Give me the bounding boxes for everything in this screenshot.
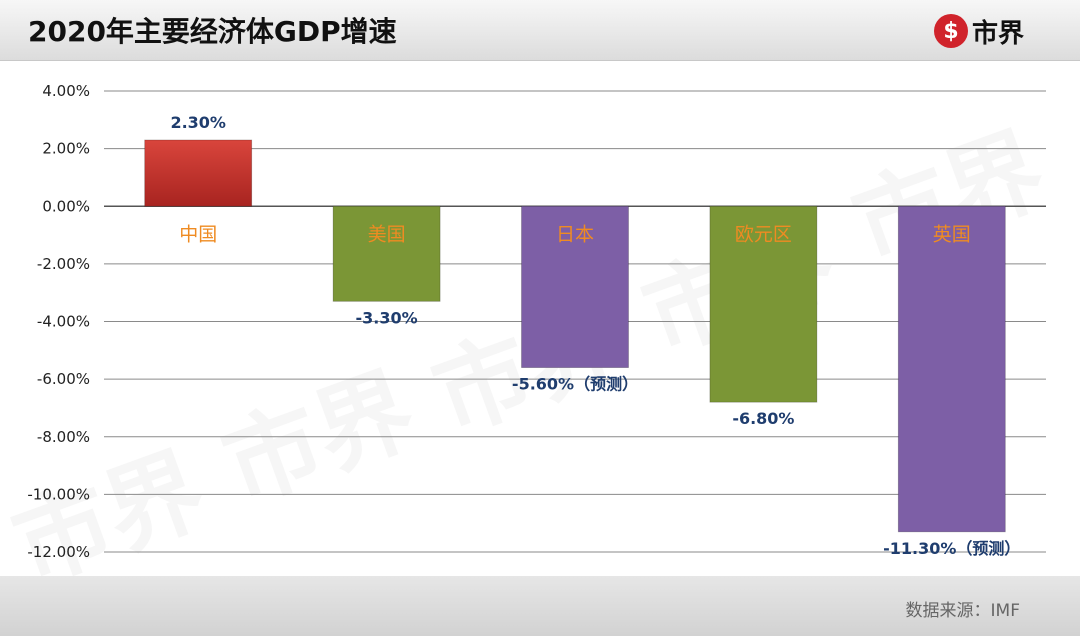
y-tick-label: -8.00% — [37, 428, 90, 446]
plot-area: 市界 市界 市界 市界 市界 4.00%2.00%0.00%-2.00%-4.0… — [0, 61, 1080, 576]
bar-0 — [144, 139, 253, 207]
bar-chart: 4.00% 2.00% 0.00% -2.00% -4.00% -6.00% -8.00% -… — [27, 82, 1046, 561]
category-label: 美国 — [368, 223, 406, 245]
data-label: -6.80% — [732, 409, 794, 428]
y-tick-label: 0.00% — [42, 197, 90, 215]
dollar-s-icon: $ — [933, 14, 968, 48]
data-label: -3.30% — [356, 308, 418, 327]
y-tick-label: -10.00% — [27, 485, 90, 503]
y-tick-label: -6.00% — [37, 370, 90, 388]
source-note: 数据来源：IMF — [905, 601, 1020, 621]
brand-logo-text: 市界 — [971, 18, 1024, 49]
y-tick-label: -12.00% — [27, 543, 90, 561]
bar-4 — [897, 205, 1006, 533]
data-label: -11.30%（预测） — [883, 539, 1020, 558]
footer-bar: 数据来源：IMF — [0, 576, 1080, 636]
y-tick-label: -4.00% — [37, 313, 90, 331]
category-label: 日本 — [556, 223, 594, 245]
bar-1 — [332, 205, 441, 302]
chart-title: 2020年主要经济体GDP增速 — [28, 15, 397, 48]
data-label: -5.60%（预测） — [512, 375, 638, 394]
category-label: 欧元区 — [735, 223, 792, 245]
y-tick-label: -2.00% — [37, 255, 90, 273]
y-tick-label: 2.00% — [42, 140, 90, 158]
category-label: 英国 — [933, 223, 971, 245]
data-label: 2.30% — [170, 113, 226, 132]
category-label: 中国 — [179, 223, 217, 245]
bar-2 — [521, 205, 629, 369]
brand-logo: $ 市界 — [933, 13, 1024, 49]
y-tick-label: 4.00% — [42, 82, 90, 100]
header-bar: 2020年主要经济体GDP增速 $ 市界 — [0, 0, 1080, 61]
bar-3 — [709, 205, 818, 403]
